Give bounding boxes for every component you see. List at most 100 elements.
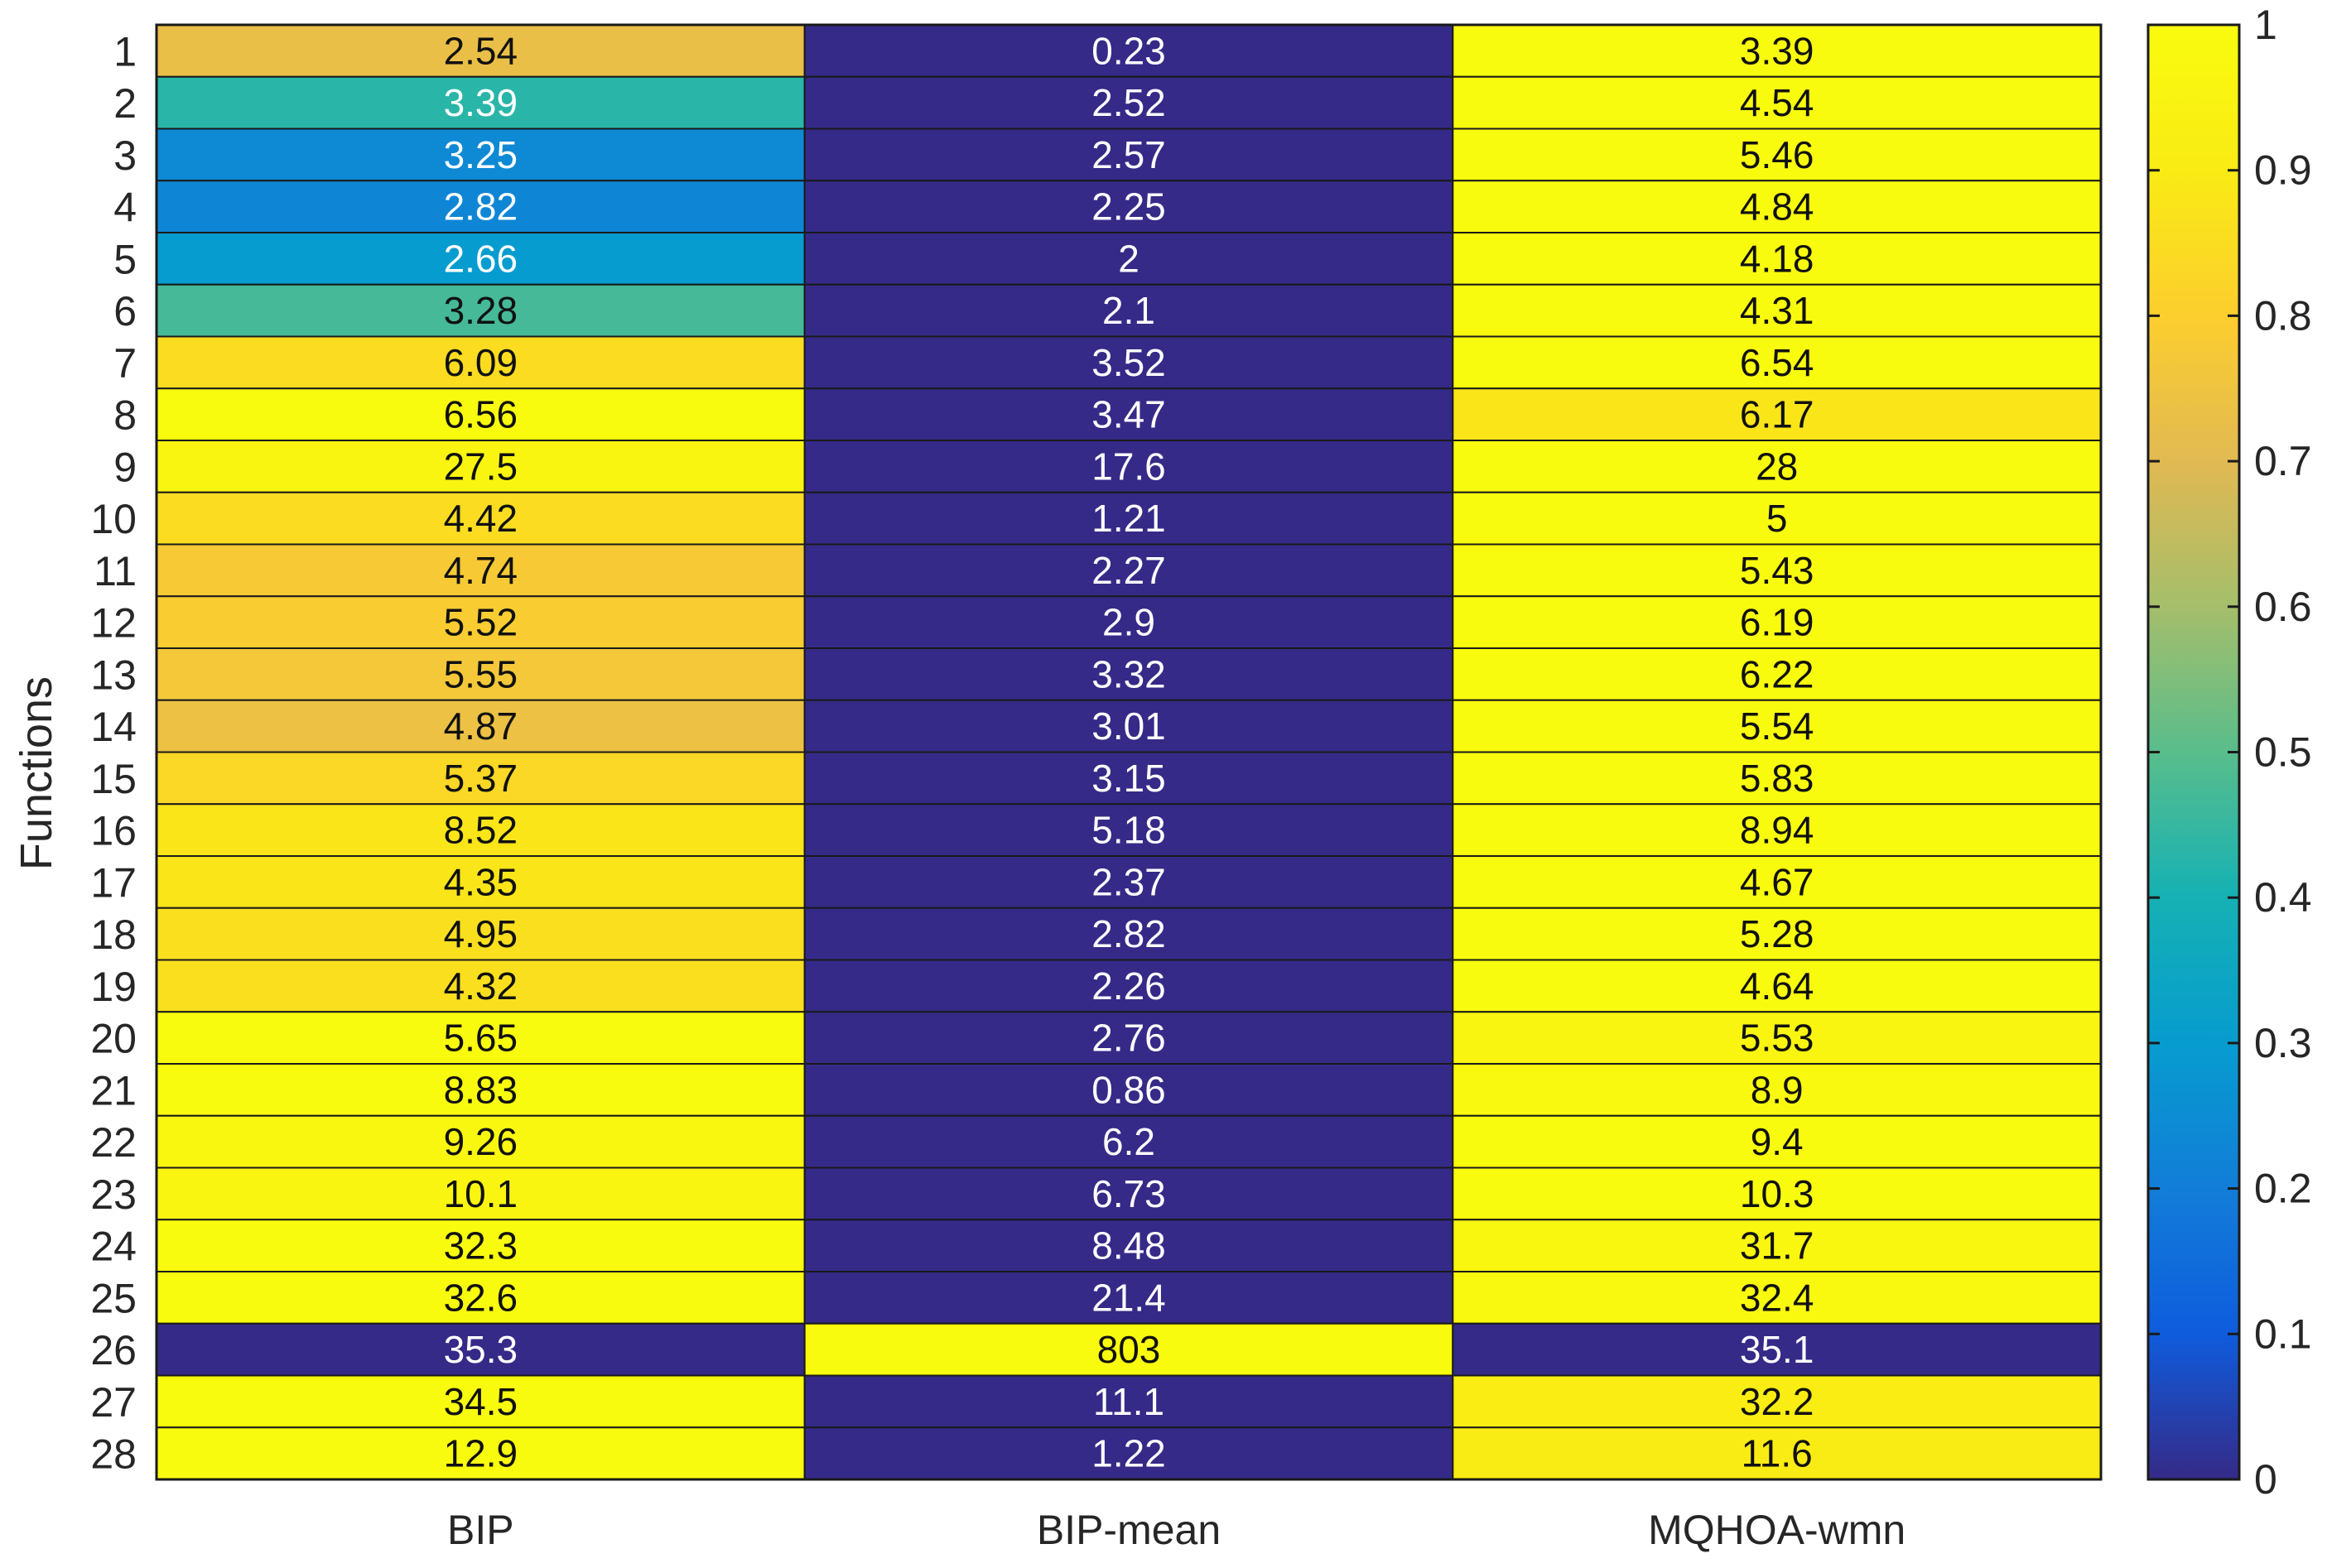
- cell-value-label: 5.52: [444, 601, 518, 644]
- heatmap-cell: [156, 491, 806, 546]
- heatmap-cell: [803, 491, 1454, 546]
- heatmap-cells: [155, 23, 2103, 1481]
- colorbar-tick-label: 0.9: [2254, 147, 2312, 194]
- colorbar-tick-label: 0.2: [2254, 1166, 2312, 1212]
- heatmap-cell: [156, 803, 806, 857]
- cell-value-label: 10.3: [1740, 1172, 1814, 1215]
- heatmap-cell: [156, 751, 806, 806]
- cell-value-label: 4.35: [444, 860, 518, 903]
- cell-value-label: 2.82: [1091, 912, 1166, 955]
- heatmap-cell: [1452, 1219, 2103, 1272]
- heatmap-cell: [1452, 440, 2103, 493]
- row-tick-label: 6: [113, 288, 137, 334]
- row-tick-label: 21: [90, 1067, 137, 1113]
- cell-value-label: 5.54: [1740, 705, 1814, 748]
- cell-value-label: 4.67: [1740, 860, 1814, 903]
- heatmap-cell: [156, 1374, 806, 1429]
- heatmap-cell: [156, 1219, 806, 1272]
- heatmap-cell: [1452, 1374, 2103, 1429]
- colorbar-tick-label: 0.6: [2254, 584, 2312, 630]
- heatmap-cell: [803, 1166, 1454, 1221]
- cell-value-label: 4.42: [444, 497, 518, 540]
- row-tick-label: 22: [90, 1119, 137, 1166]
- heatmap-cell: [803, 335, 1454, 390]
- row-tick-label: 20: [90, 1016, 137, 1062]
- cell-value-label: 4.84: [1740, 185, 1814, 228]
- colorbar-tick-label: 0.8: [2254, 292, 2312, 339]
- cell-value-label: 2.57: [1091, 133, 1166, 176]
- row-tick-label: 14: [90, 704, 137, 750]
- row-tick-label: 23: [90, 1171, 137, 1218]
- cell-value-label: 5.55: [444, 652, 518, 695]
- cell-value-label: 32.4: [1740, 1276, 1814, 1319]
- heatmap-cell: [156, 1166, 806, 1221]
- column-tick-label: BIP-mean: [1037, 1507, 1221, 1553]
- cell-value-label: 2.25: [1091, 185, 1166, 228]
- row-tick-label: 17: [90, 859, 137, 906]
- cell-value-label: 34.5: [444, 1380, 518, 1423]
- row-tick-label: 24: [90, 1224, 137, 1270]
- heatmap-cell: [156, 855, 806, 909]
- row-tick-label: 9: [113, 444, 137, 490]
- cell-value-label: 2.82: [444, 185, 518, 228]
- heatmap-cell: [156, 335, 806, 390]
- cell-value-label: 31.7: [1740, 1224, 1814, 1267]
- heatmap-cell: [156, 24, 806, 78]
- cell-value-label: 12.9: [444, 1432, 518, 1475]
- cell-value-label: 27.5: [444, 445, 518, 488]
- cell-value-label: 8.48: [1091, 1224, 1166, 1267]
- heatmap-cell-labels: 2.54 0.23 3.39 3.39 2.52 4.54 3.25 2.57 5.46 2.82…: [444, 29, 1814, 1474]
- cell-value-label: 4.64: [1740, 964, 1814, 1008]
- row-tick-label: 4: [113, 185, 137, 231]
- heatmap-cell: [803, 127, 1454, 182]
- heatmap-cell: [1452, 647, 2103, 701]
- heatmap-cell: [1452, 283, 2103, 338]
- heatmap-cell: [803, 24, 1454, 78]
- colorbar-tick-label: 0.3: [2254, 1020, 2312, 1066]
- cell-value-label: 3.39: [444, 81, 518, 124]
- row-tick-label: 27: [90, 1379, 137, 1426]
- cell-value-label: 6.09: [444, 341, 518, 384]
- heatmap-cell: [156, 180, 806, 233]
- cell-value-label: 5.43: [1740, 549, 1814, 592]
- cell-value-label: 8.9: [1751, 1068, 1804, 1111]
- heatmap-cell: [803, 803, 1454, 857]
- cell-value-label: 17.6: [1091, 445, 1166, 488]
- cell-value-label: 6.22: [1740, 652, 1814, 695]
- colorbar-gradient: [2146, 23, 2241, 1481]
- heatmap-cell: [803, 959, 1454, 1013]
- column-tick-label: BIP: [447, 1507, 514, 1553]
- cell-value-label: 4.18: [1740, 237, 1814, 280]
- heatmap-cell: [1452, 180, 2103, 233]
- heatmap-cell: [1452, 1426, 2103, 1480]
- cell-value-label: 6.19: [1740, 601, 1814, 644]
- cell-value-label: 5: [1766, 497, 1788, 540]
- heatmap-cell: [803, 232, 1454, 286]
- heatmap-cell: [156, 1426, 806, 1480]
- cell-value-label: 1.22: [1091, 1432, 1166, 1475]
- colorbar-tick-label: 0.4: [2254, 874, 2312, 921]
- cell-value-label: 3.25: [444, 133, 518, 176]
- row-tick-label: 2: [113, 80, 137, 127]
- cell-value-label: 2.54: [444, 29, 518, 72]
- row-tick-labels: 1234567891011121314151617181920212223242…: [90, 28, 137, 1477]
- heatmap-cell: [803, 1322, 1454, 1377]
- cell-value-label: 5.37: [444, 757, 518, 800]
- heatmap-cell: [1452, 855, 2103, 909]
- heatmap-cell: [1452, 1271, 2103, 1325]
- heatmap-cell: [1452, 751, 2103, 806]
- cell-value-label: 3.15: [1091, 757, 1166, 800]
- heatmap-cell: [1452, 1322, 2103, 1377]
- heatmap-cell: [1452, 1114, 2103, 1169]
- heatmap-cell: [156, 1322, 806, 1377]
- row-tick-label: 10: [90, 496, 137, 542]
- cell-value-label: 2: [1118, 237, 1139, 280]
- row-tick-label: 5: [113, 236, 137, 282]
- heatmap-cell: [156, 543, 806, 598]
- cell-value-label: 803: [1097, 1328, 1161, 1371]
- cell-value-label: 6.17: [1740, 393, 1814, 436]
- cell-value-label: 0.23: [1091, 29, 1166, 72]
- cell-value-label: 11.6: [1742, 1432, 1813, 1475]
- row-tick-label: 18: [90, 911, 137, 958]
- heatmap-cell: [803, 907, 1454, 961]
